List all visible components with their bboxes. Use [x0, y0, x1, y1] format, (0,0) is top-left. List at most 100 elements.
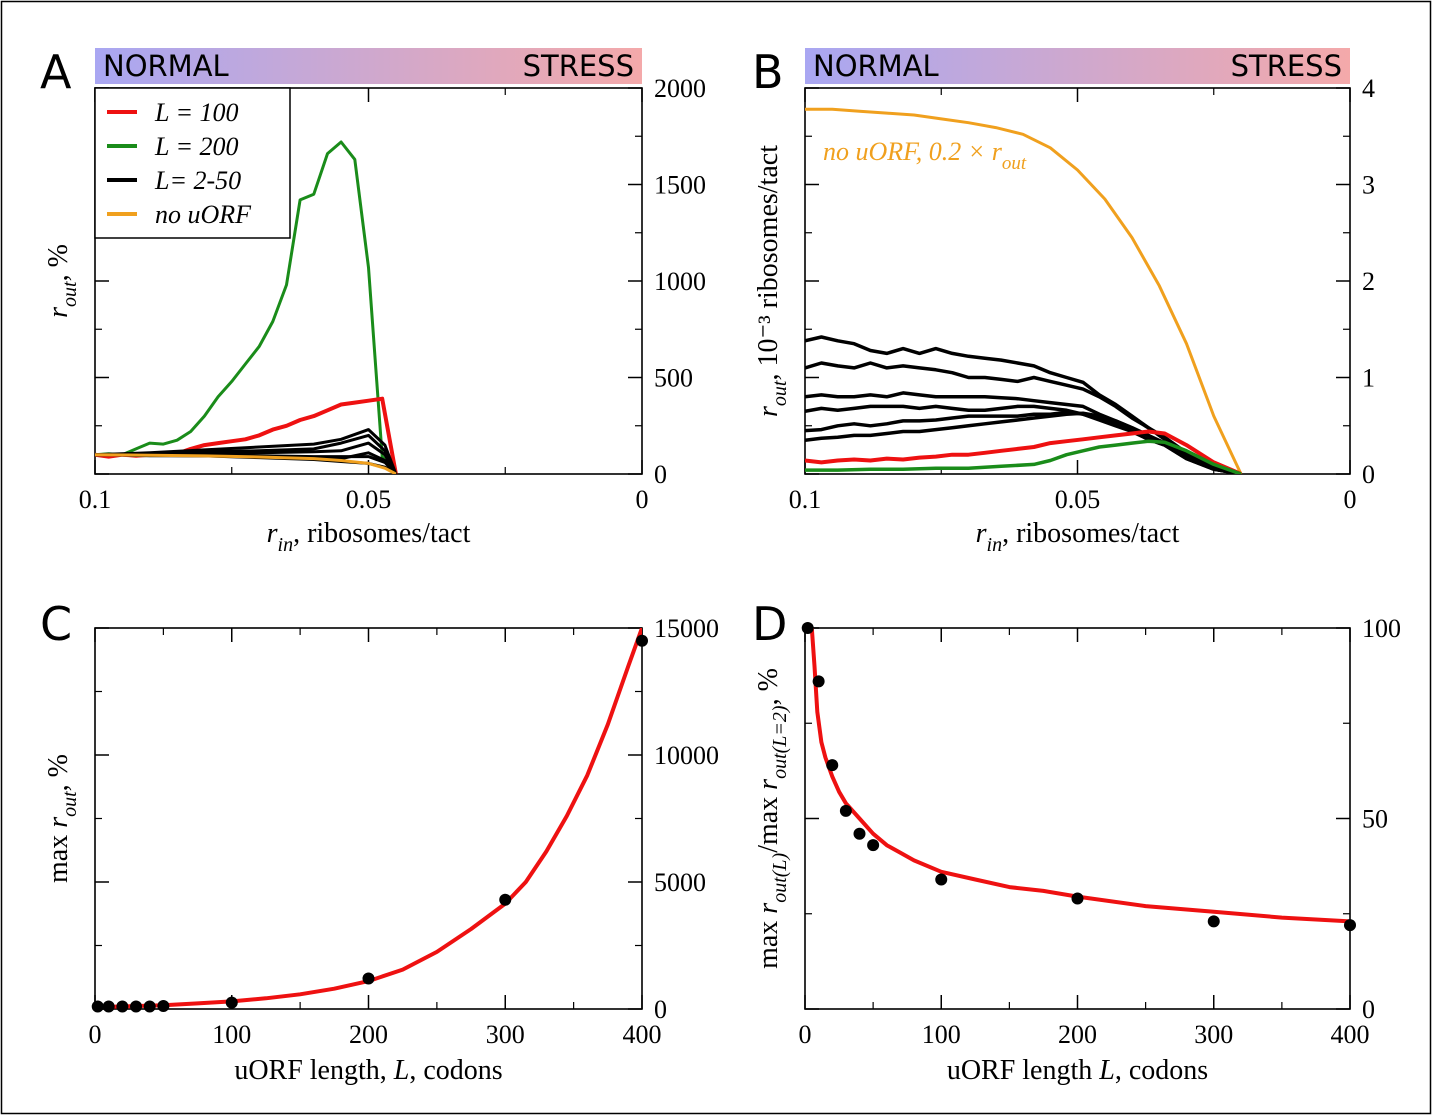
data-point	[1071, 892, 1084, 905]
x-axis-label: uORF length L, codons	[947, 1055, 1208, 1086]
x-tick-label: 0	[89, 1020, 102, 1049]
y-tick-label: 0	[1362, 460, 1375, 489]
data-point	[362, 972, 375, 985]
x-axis-label-main: r	[976, 518, 987, 549]
y-tick-label: 5000	[654, 868, 706, 897]
x-axis-label: rin, ribosomes/tact	[976, 518, 1180, 556]
plot-frame	[804, 627, 1351, 1010]
data-point	[853, 827, 866, 840]
x-tick-label: 400	[623, 1020, 662, 1049]
panel-letter-C: C	[40, 597, 72, 651]
y-axis-label-pre: max	[43, 828, 74, 883]
x-axis-label-rest: , codons	[409, 1055, 502, 1086]
y-axis-label-sub: out	[769, 380, 791, 406]
plot-frame	[94, 627, 643, 1010]
fit-line	[95, 628, 642, 1009]
x-tick-label: 0.05	[1055, 485, 1101, 514]
y-axis-label-part: r	[753, 779, 784, 790]
y-axis-label-sub: out	[59, 791, 81, 817]
y-axis-label-group: rout, 10⁻³ ribosomes/tact	[753, 145, 791, 417]
legend: L = 100 L = 200 L= 2-50 no uORF	[94, 87, 291, 239]
legend-label: L= 2-50	[154, 166, 241, 195]
y-axis-label-part: max	[753, 914, 784, 969]
x-tick-label: 0.05	[346, 485, 392, 514]
x-axis-label-rest: , codons	[1115, 1055, 1208, 1086]
x-axis-label-rest: , ribosomes/tact	[293, 518, 471, 549]
band-label-stress: STRESS	[523, 49, 634, 83]
y-tick-label: 1000	[654, 267, 706, 296]
x-tick-label: 200	[1058, 1020, 1097, 1049]
series-line-l-200	[805, 439, 1242, 474]
x-axis-label-pre: uORF length	[947, 1055, 1099, 1086]
panel-letter-A: A	[40, 45, 72, 99]
y-tick-label: 50	[1362, 805, 1388, 834]
x-tick-label: 100	[212, 1020, 251, 1049]
data-point	[636, 634, 648, 647]
y-tick-label: 10000	[654, 741, 719, 770]
y-tick-label: 2000	[654, 74, 706, 103]
y-axis-label-main: r	[753, 406, 784, 417]
y-axis-label-group: rout, %	[43, 244, 81, 318]
data-point	[935, 873, 948, 886]
x-axis-label: uORF length, L, codons	[234, 1055, 502, 1086]
y-tick-label: 0	[1362, 995, 1375, 1024]
y-axis-label-rest: , %	[43, 754, 74, 791]
data-point	[225, 996, 238, 1009]
band-label-stress: STRESS	[1231, 49, 1342, 83]
data-point	[91, 1000, 104, 1013]
stress-band	[805, 48, 1350, 84]
y-tick-label: 2	[1362, 267, 1375, 296]
data-point	[1207, 915, 1220, 928]
x-tick-label: 400	[1331, 1020, 1370, 1049]
data-point	[839, 804, 852, 817]
data-point	[499, 893, 512, 906]
y-axis-label-sub: out	[59, 281, 81, 307]
y-axis-label-rest: , 10⁻³ ribosomes/tact	[753, 145, 784, 381]
x-axis-label-rest: , ribosomes/tact	[1002, 518, 1180, 549]
panel-letter-D: D	[752, 597, 787, 651]
series-line-no-uorf	[95, 453, 397, 474]
y-tick-label: 0	[654, 460, 667, 489]
data-point	[867, 839, 880, 852]
data-point	[1344, 919, 1356, 932]
y-tick-label: 4	[1362, 74, 1375, 103]
panel-letter-B: B	[752, 45, 784, 99]
data-point	[116, 1000, 129, 1013]
x-tick-label: 0	[799, 1020, 812, 1049]
stress-band	[95, 48, 642, 84]
y-tick-label: 500	[654, 364, 693, 393]
data-point	[157, 999, 170, 1012]
y-axis-label-part: /max	[753, 790, 784, 853]
x-tick-label: 300	[486, 1020, 525, 1049]
y-tick-label: 3	[1362, 171, 1375, 200]
x-axis-label-pre: uORF length,	[234, 1055, 393, 1086]
band-label-normal: NORMAL	[103, 49, 229, 83]
y-axis-label-rest: , %	[43, 244, 74, 281]
y-axis-label-group: max rout(L)/max rout(L=2), %	[753, 668, 791, 969]
legend-label: no uORF	[155, 200, 252, 229]
y-axis-label-part: out(L=2)	[769, 705, 791, 779]
x-tick-label: 300	[1194, 1020, 1233, 1049]
x-axis-label-main: r	[267, 518, 278, 549]
legend-label: L = 100	[154, 98, 239, 127]
x-axis-label-sub: in	[987, 534, 1003, 556]
x-axis-label-italic: L	[393, 1055, 410, 1086]
data-point	[812, 675, 825, 688]
y-axis-label-part: r	[753, 903, 784, 914]
y-axis-label: max rout, %	[43, 754, 81, 883]
series-line-uorf-2	[805, 361, 1242, 474]
data-point	[143, 1000, 156, 1013]
y-tick-label: 1	[1362, 364, 1375, 393]
y-axis-label-part: , %	[753, 668, 784, 705]
annotation-text: no uORF, 0.2 ×	[823, 137, 985, 166]
series-line-l-100	[805, 429, 1242, 474]
y-axis-label: rout, 10⁻³ ribosomes/tact	[753, 145, 791, 417]
annotation-main: r	[985, 137, 1003, 166]
series-line-uorf-5	[805, 410, 1242, 474]
y-tick-label: 100	[1362, 614, 1401, 643]
y-axis-label: rout, %	[43, 244, 81, 318]
